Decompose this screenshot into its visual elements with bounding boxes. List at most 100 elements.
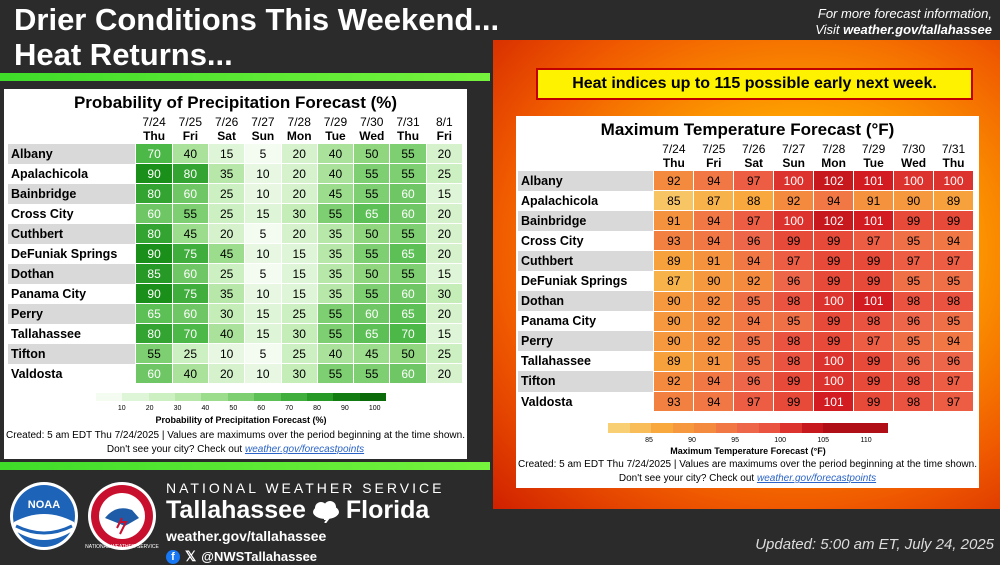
temp-colorbar-tick: 100 bbox=[774, 437, 786, 444]
pop-col-header: 7/24 Thu bbox=[136, 115, 172, 144]
temp-colorbar-segment bbox=[694, 423, 716, 433]
pop-value-cell: 70 bbox=[389, 323, 427, 344]
nws-branding: NATIONAL WEATHER SERVICE Tallahassee Flo… bbox=[166, 480, 444, 565]
temp-value-cell: 91 bbox=[693, 250, 735, 272]
temp-value-cell: 91 bbox=[693, 350, 735, 372]
nws-seal-text: NATIONAL WEATHER SERVICE bbox=[85, 544, 159, 550]
pop-value-cell: 25 bbox=[207, 183, 246, 204]
pop-value-cell: 60 bbox=[389, 283, 427, 304]
temp-colorbar-segment bbox=[737, 423, 759, 433]
office-name: Tallahassee Florida bbox=[166, 497, 444, 524]
pop-colorbar bbox=[96, 393, 386, 401]
temp-city-name: Cross City bbox=[521, 233, 584, 248]
temp-row: Tifton 92 94 96 99 100 99 98 97 bbox=[518, 370, 974, 393]
temp-date: 7/24 bbox=[662, 142, 686, 156]
office-city: Tallahassee bbox=[166, 496, 306, 524]
pop-date: 7/27 bbox=[251, 115, 275, 129]
temp-day: Tue bbox=[863, 156, 884, 170]
weather-cloud-icon bbox=[312, 500, 339, 523]
pop-value-cell: 40 bbox=[171, 143, 210, 164]
pop-day: Sun bbox=[251, 129, 275, 143]
temp-forecastpoints-link[interactable]: weather.gov/forecastpoints bbox=[756, 473, 877, 484]
temp-value-cell: 95 bbox=[893, 270, 935, 292]
pop-corner-cell bbox=[8, 115, 136, 144]
pop-value-cell: 10 bbox=[244, 283, 282, 304]
pop-value-cell: 35 bbox=[316, 283, 355, 304]
pop-value-cell: 15 bbox=[244, 323, 282, 344]
pop-value-cell: 40 bbox=[207, 323, 246, 344]
temp-city-name: Valdosta bbox=[521, 394, 573, 409]
temp-value-cell: 97 bbox=[893, 250, 935, 272]
temp-value-cell: 99 bbox=[813, 310, 855, 332]
pop-value-cell: 50 bbox=[389, 343, 427, 364]
x-twitter-icon[interactable]: 𝕏 bbox=[185, 548, 197, 564]
temp-value-cell: 95 bbox=[893, 230, 935, 252]
pop-value-cell: 55 bbox=[353, 183, 391, 204]
pop-value-cell: 40 bbox=[316, 343, 355, 364]
pop-forecastpoints-link[interactable]: weather.gov/forecastpoints bbox=[244, 444, 365, 455]
pop-value-cell: 15 bbox=[244, 203, 282, 224]
pop-value-cell: 60 bbox=[171, 303, 210, 324]
temp-value-cell: 95 bbox=[773, 310, 815, 332]
pop-value-cell: 25 bbox=[425, 163, 464, 184]
pop-city-name: Panama City bbox=[11, 286, 87, 301]
temp-city-name: Dothan bbox=[518, 291, 654, 312]
pop-value-cell: 35 bbox=[316, 223, 355, 244]
pop-panel: Probability of Precipitation Forecast (%… bbox=[4, 89, 467, 459]
temp-value-cell: 96 bbox=[933, 350, 974, 372]
office-website[interactable]: weather.gov/tallahassee bbox=[166, 528, 327, 544]
temp-value-cell: 96 bbox=[893, 350, 935, 372]
pop-colorbar-tick: 70 bbox=[285, 405, 293, 412]
pop-value-cell: 25 bbox=[171, 343, 210, 364]
pop-value-cell: 55 bbox=[353, 243, 391, 264]
temp-value-cell: 95 bbox=[933, 310, 974, 332]
temp-table: 7/24 Thu 7/25 Fri 7/26 Sat 7/27 Sun 7/28 Mon 7/29 T… bbox=[518, 142, 974, 413]
temp-panel: Maximum Temperature Forecast (°F) 7/24 Th… bbox=[516, 116, 979, 488]
temp-date: 7/29 bbox=[861, 142, 886, 156]
temp-value-cell: 100 bbox=[813, 370, 855, 393]
pop-value-cell: 55 bbox=[353, 283, 391, 304]
updated-timestamp: Updated: 5:00 am ET, July 24, 2025 bbox=[755, 536, 994, 553]
pop-value-cell: 55 bbox=[353, 163, 391, 184]
pop-value-cell: 90 bbox=[135, 163, 173, 184]
temp-value-cell: 94 bbox=[693, 370, 735, 393]
facebook-icon[interactable]: f bbox=[166, 549, 180, 564]
temp-value-cell: 97 bbox=[933, 391, 974, 413]
temp-value-cell: 90 bbox=[653, 330, 695, 352]
pop-value-cell: 55 bbox=[353, 363, 391, 384]
pop-date: 8/1 bbox=[436, 115, 453, 129]
pop-city-name: Tifton bbox=[8, 343, 136, 364]
temp-value-cell: 99 bbox=[893, 210, 935, 232]
pop-value-cell: 15 bbox=[280, 283, 318, 304]
pop-footer-created: Created: 5 am EDT Thu 7/24/2025 | Values… bbox=[6, 430, 465, 441]
temp-value-cell: 97 bbox=[853, 330, 895, 352]
info-link[interactable]: weather.gov/tallahassee bbox=[843, 22, 992, 37]
temp-row: Valdosta 93 94 97 99 101 99 98 97 bbox=[518, 391, 974, 413]
temp-footer-prefix: Don't see your city? Check out bbox=[618, 473, 757, 484]
temp-value-cell: 90 bbox=[893, 190, 935, 212]
heat-index-banner: Heat indices up to 115 possible early ne… bbox=[536, 68, 973, 100]
temp-day: Fri bbox=[706, 156, 722, 170]
temp-col-header: 7/25 Fri bbox=[694, 142, 734, 171]
temp-col-header: 7/29 Tue bbox=[854, 142, 894, 171]
pop-colorbar-segment bbox=[359, 393, 386, 401]
temp-value-cell: 98 bbox=[773, 350, 815, 372]
pop-colorbar-segment bbox=[280, 393, 307, 401]
pop-day: Thu bbox=[143, 129, 166, 143]
pop-value-cell: 30 bbox=[280, 363, 318, 384]
social-handle[interactable]: @NWSTallahassee bbox=[201, 549, 318, 564]
pop-value-cell: 60 bbox=[353, 303, 391, 324]
temp-value-cell: 97 bbox=[733, 169, 775, 192]
pop-value-cell: 10 bbox=[244, 163, 282, 184]
pop-value-cell: 55 bbox=[316, 303, 355, 324]
pop-colorbar-segment bbox=[201, 393, 228, 401]
pop-value-cell: 25 bbox=[280, 343, 318, 364]
temp-row: Dothan 90 92 95 98 100 101 98 98 bbox=[518, 290, 974, 312]
pop-value-cell: 30 bbox=[280, 203, 318, 224]
pop-value-cell: 50 bbox=[353, 263, 391, 284]
pop-value-cell: 20 bbox=[280, 183, 318, 204]
temp-colorbar-tick: 110 bbox=[860, 437, 872, 444]
temp-colorbar-segment bbox=[672, 423, 695, 433]
temp-value-cell: 90 bbox=[653, 290, 695, 312]
logos: NOAA NATIONAL WEATHER SERVICE bbox=[8, 478, 160, 559]
